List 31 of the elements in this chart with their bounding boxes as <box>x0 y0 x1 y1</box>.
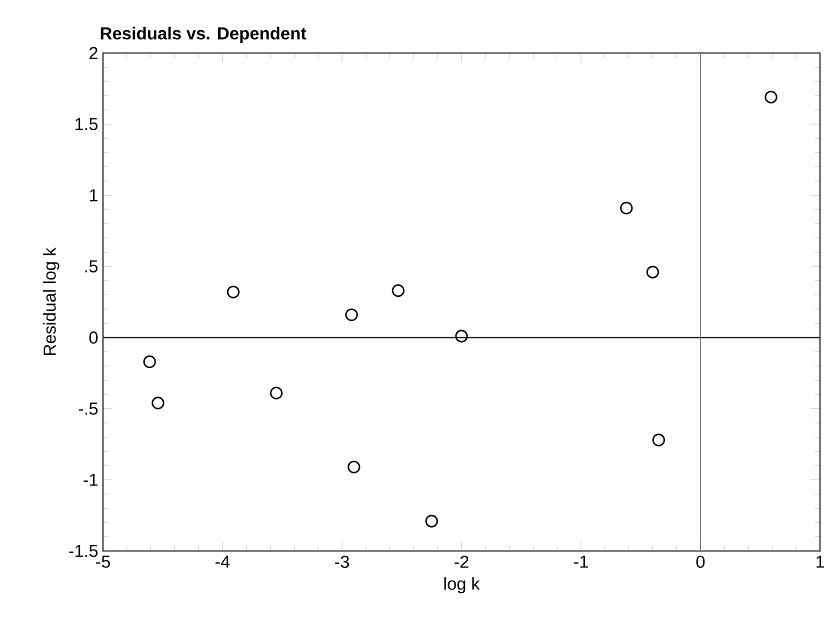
y-tick-label: 2 <box>90 46 98 60</box>
point <box>348 460 360 474</box>
x-tick-label: -5 <box>96 556 110 568</box>
point <box>620 202 633 214</box>
x-axis-title: log k <box>444 577 480 594</box>
point <box>764 90 778 104</box>
x-tick-label: 1 <box>816 556 824 568</box>
y-axis-title: Residual log k <box>43 248 60 356</box>
point <box>646 266 660 278</box>
y-tick-label: 1 <box>90 189 98 202</box>
y-tick-label: -1.5 <box>69 544 98 558</box>
point <box>425 514 438 528</box>
y-tick-label: 0 <box>89 331 98 344</box>
point <box>226 286 240 298</box>
y-tick-label: -.5 <box>78 402 98 415</box>
point <box>345 308 358 322</box>
x-tick-label: -4 <box>216 556 230 568</box>
x-tick-label: -1 <box>574 556 588 568</box>
y-tick-label: 1.5 <box>76 118 98 130</box>
y-tick-label: -1 <box>84 474 98 486</box>
x-tick-label: 0 <box>696 556 705 568</box>
point <box>270 386 283 400</box>
point <box>152 396 164 410</box>
point <box>455 330 468 342</box>
point <box>143 355 156 368</box>
x-tick-label: -2 <box>454 556 468 568</box>
chart-title: Residuals vs. Dependent <box>100 26 306 43</box>
x-tick-label: -3 <box>335 556 349 568</box>
y-tick-label: .5 <box>85 260 98 272</box>
point <box>652 434 666 446</box>
point <box>392 284 405 297</box>
